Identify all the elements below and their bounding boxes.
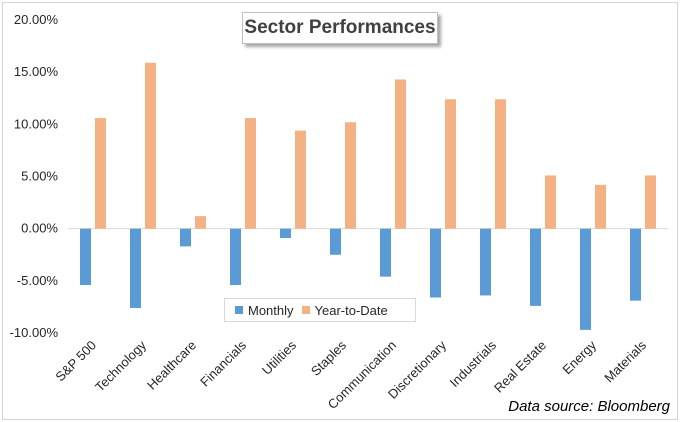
bar-ytd <box>595 184 606 229</box>
x-category-label: Technology <box>92 337 149 394</box>
x-category-label: S&P 500 <box>52 338 99 385</box>
bar-monthly <box>480 228 491 296</box>
bar-monthly <box>580 228 591 330</box>
y-tick-label: -10.00% <box>10 325 59 340</box>
bar-monthly <box>380 228 391 277</box>
bar-ytd <box>345 122 356 229</box>
bar-ytd <box>445 99 456 229</box>
y-axis: 20.00% 15.00% 10.00% 5.00% 0.00% -5.00% -10.00… <box>10 12 59 340</box>
bar-ytd <box>195 216 206 229</box>
legend-swatch-ytd <box>301 306 310 314</box>
x-category-label: Materials <box>601 337 649 385</box>
bar-monthly <box>630 228 641 301</box>
bar-monthly <box>430 228 441 298</box>
bar-ytd <box>145 62 156 229</box>
x-category-label: Industrials <box>447 337 500 390</box>
legend-item-ytd: Year-to-Date <box>301 302 388 318</box>
bar-ytd <box>95 118 106 229</box>
x-category-label: Utilities <box>259 337 300 378</box>
y-tick-label: 15.00% <box>14 64 59 79</box>
bar-monthly <box>280 228 291 239</box>
x-category-label: Staples <box>308 337 350 379</box>
bar-monthly <box>330 228 341 255</box>
bars <box>80 62 656 330</box>
bar-ytd <box>495 99 506 229</box>
bar-ytd <box>395 79 406 229</box>
y-tick-label: 5.00% <box>21 169 58 184</box>
bar-monthly <box>130 228 141 308</box>
x-category-label: Real Estate <box>491 338 549 396</box>
bar-ytd <box>245 118 256 229</box>
y-tick-label: 0.00% <box>21 221 58 236</box>
chart-title: Sector Performances <box>242 12 438 44</box>
bar-ytd <box>645 175 656 229</box>
data-source-note: Data source: Bloomberg <box>508 398 670 415</box>
legend-item-monthly: Monthly <box>235 303 294 318</box>
y-tick-label: -5.00% <box>17 273 59 288</box>
bar-monthly <box>230 228 241 286</box>
y-tick-label: 10.00% <box>14 116 59 131</box>
x-category-label: Energy <box>559 337 599 377</box>
x-category-label: Healthcare <box>144 338 199 393</box>
y-tick-label: 20.00% <box>14 12 59 27</box>
legend-label-ytd: Year-to-Date <box>314 302 388 318</box>
bar-ytd <box>545 175 556 229</box>
bar-monthly <box>180 228 191 247</box>
x-category-label: Financials <box>197 337 249 389</box>
legend: Monthly Year-to-Date <box>224 298 416 322</box>
bar-monthly <box>530 228 541 306</box>
bar-ytd <box>295 130 306 229</box>
bar-monthly <box>80 228 91 286</box>
legend-label-monthly: Monthly <box>248 302 294 318</box>
legend-swatch-monthly <box>235 306 243 314</box>
